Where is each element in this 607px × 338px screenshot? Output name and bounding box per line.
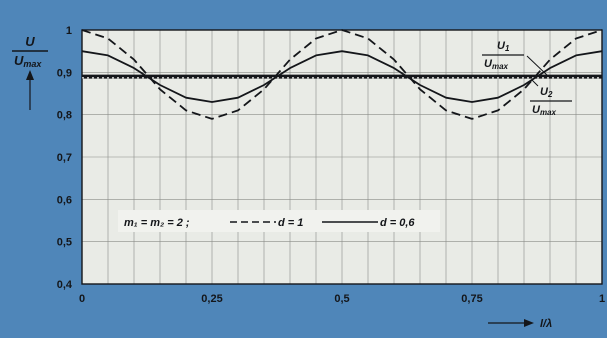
annotation-u2-denominator: Umax xyxy=(532,104,557,117)
legend-label-d06: d = 0,6 xyxy=(380,217,415,229)
y-axis-arrow-head xyxy=(26,70,34,80)
legend-background xyxy=(118,210,440,232)
x-tick-label: 1 xyxy=(599,293,605,305)
annotation-u1-leader xyxy=(526,55,549,77)
grid xyxy=(81,29,603,285)
x-tick-label: 0 xyxy=(79,293,85,305)
series-line-d06 xyxy=(81,50,603,103)
y-tick-labels: 0,4 0,5 0,6 0,7 0,8 0,9 1 xyxy=(57,25,73,291)
y-tick-label: 0,9 xyxy=(57,67,72,79)
y-label-numerator: U xyxy=(25,34,35,49)
annotation-u2-leader xyxy=(531,79,539,87)
annotation-u2-numerator: U2 xyxy=(540,86,553,99)
legend-label-d1: d = 1 xyxy=(278,217,303,229)
y-tick-label: 0,5 xyxy=(57,237,72,249)
reference-lines xyxy=(82,74,602,79)
series-lines xyxy=(81,29,603,120)
y-tick-label: 0,6 xyxy=(57,194,72,206)
x-tick-label: 0,5 xyxy=(334,293,349,305)
legend-prefix: m₁ = m₂ = 2 ; xyxy=(124,217,190,229)
x-axis-label: l/λ xyxy=(488,318,552,330)
annotation-u1-denominator: Umax xyxy=(484,58,509,71)
x-tick-label: 0,75 xyxy=(461,293,482,305)
y-label-denominator: Umax xyxy=(14,53,42,69)
x-tick-labels: 0 0,25 0,5 0,75 1 xyxy=(79,293,605,305)
annotation-u1: U1 Umax xyxy=(482,40,549,77)
y-tick-label: 1 xyxy=(66,25,72,37)
annotation-u1-numerator: U1 xyxy=(497,40,510,53)
series-line-d1 xyxy=(81,29,603,120)
x-label-text: l/λ xyxy=(540,318,552,330)
y-tick-label: 0,8 xyxy=(57,110,72,122)
y-tick-label: 0,7 xyxy=(57,152,72,164)
annotation-u2: U2 Umax xyxy=(530,79,572,117)
legend: m₁ = m₂ = 2 ; d = 1 d = 0,6 xyxy=(118,210,440,232)
y-axis-label: U Umax xyxy=(12,34,48,110)
x-tick-label: 0,25 xyxy=(201,293,222,305)
y-tick-label: 0,4 xyxy=(57,279,73,291)
x-axis-arrow-head xyxy=(524,319,534,327)
